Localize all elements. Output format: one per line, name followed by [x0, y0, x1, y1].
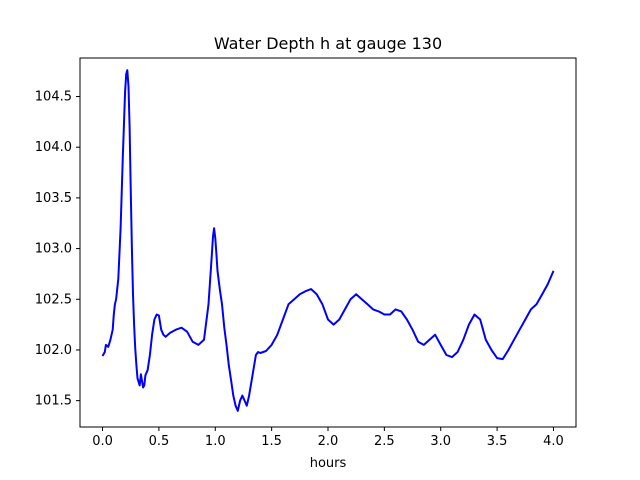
x-tick-label: 3.0 [430, 434, 451, 449]
y-tick-label: 102.5 [35, 292, 72, 307]
y-tick-label: 101.5 [35, 394, 72, 409]
x-axis-label: hours [310, 456, 347, 471]
x-tick-label: 0.0 [92, 434, 113, 449]
series-line [101, 69, 555, 412]
x-tick-label: 0.5 [149, 434, 170, 449]
y-tick-label: 102.0 [35, 343, 72, 358]
y-tick-label: 103.5 [35, 191, 72, 206]
y-tick-label: 104.0 [35, 140, 72, 155]
plot-area [101, 69, 555, 412]
chart-title: Water Depth h at gauge 130 [214, 34, 442, 53]
x-tick-label: 2.5 [374, 434, 395, 449]
plot-frame [79, 57, 577, 428]
x-tick-label: 1.0 [205, 434, 226, 449]
x-axis: 0.0 0.5 1.0 1.5 2.0 2.5 3.0 3.5 4.0 [92, 427, 564, 449]
y-axis: 101.5 102.0 102.5 103.0 103.5 104.0 104.5 [35, 90, 80, 409]
y-tick-label: 104.5 [35, 90, 72, 105]
x-tick-label: 1.5 [261, 434, 282, 449]
x-tick-label: 2.0 [318, 434, 339, 449]
y-tick-label: 103.0 [35, 242, 72, 257]
x-tick-label: 4.0 [543, 434, 564, 449]
x-tick-label: 3.5 [487, 434, 508, 449]
